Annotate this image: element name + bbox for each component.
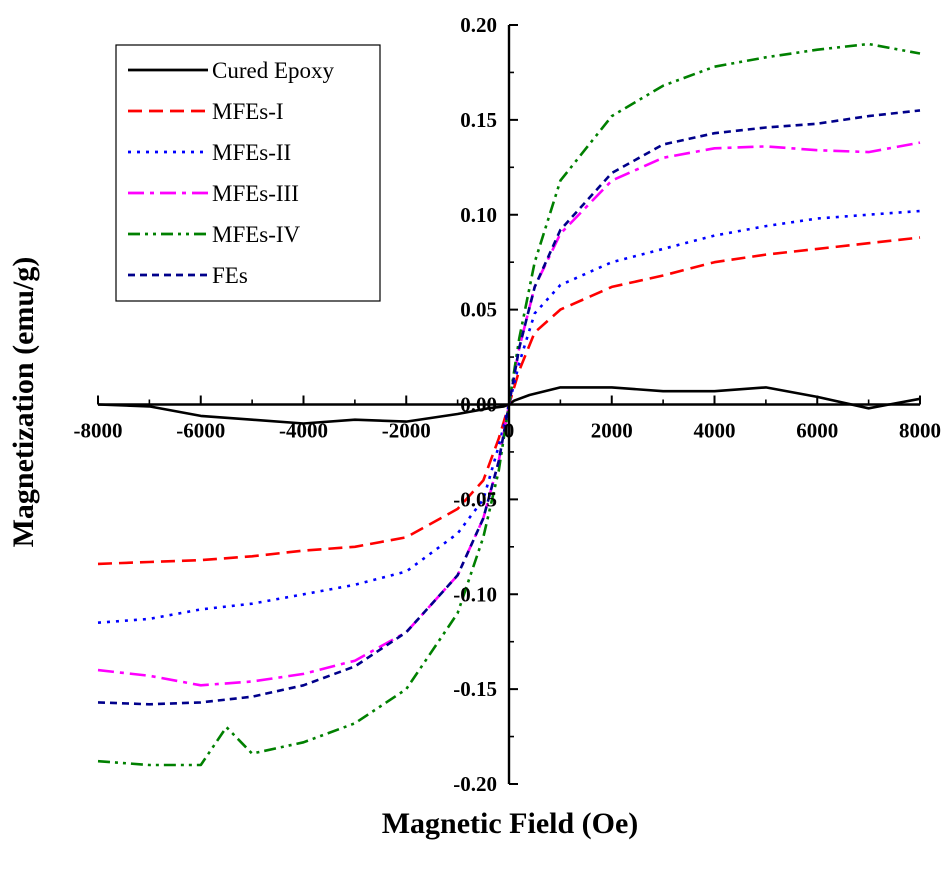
legend-box [115, 44, 381, 302]
legend-label-5: MFEs-IV [212, 222, 301, 247]
legend-label-3: MFEs-II [212, 140, 291, 165]
legend-label-1: Cured Epoxy [212, 58, 335, 83]
y-tick-label: 0.10 [460, 203, 497, 227]
x-tick-label: -6000 [176, 419, 225, 443]
y-tick-label: -0.10 [453, 582, 497, 606]
x-tick-label: 2000 [591, 419, 633, 443]
y-tick-label: 0.05 [460, 298, 497, 322]
legend-label-2: MFEs-I [212, 99, 284, 124]
y-tick-label: 0.20 [460, 13, 497, 37]
y-axis-label: Magnetization (emu/g) [7, 257, 40, 548]
axes-layer [97, 24, 921, 785]
x-axis-label: Magnetic Field (Oe) [382, 807, 639, 840]
tick-label-layer: -8000 -6000 -4000 -2000 0 2000 4000 6000 8000 -0.… [74, 13, 942, 796]
y-tick-label: -0.15 [453, 677, 497, 701]
x-tick-label: -8000 [74, 419, 123, 443]
series-line-3 [97, 209, 921, 624]
y-tick-label: 0.15 [460, 108, 497, 132]
y-tick-label: 0.00 [460, 393, 497, 417]
legend-label-4: MFEs-III [212, 181, 299, 206]
x-tick-label: 4000 [694, 419, 736, 443]
x-tick-label: 8000 [899, 419, 941, 443]
legend: Cured Epoxy MFEs-I MFEs-II MFEs-III MFEs-IV F… [115, 44, 381, 302]
x-tick-label: 0 [504, 419, 515, 443]
legend-items: Cured Epoxy MFEs-I MFEs-II MFEs-III MFEs-IV F… [128, 58, 335, 288]
series-line-4 [97, 141, 921, 687]
x-tick-label: -2000 [382, 419, 431, 443]
y-tick-label: -0.05 [453, 487, 497, 511]
y-tick-label: -0.20 [453, 772, 497, 796]
legend-label-6: FEs [212, 263, 248, 288]
x-tick-label: -4000 [279, 419, 328, 443]
x-tick-label: 6000 [796, 419, 838, 443]
